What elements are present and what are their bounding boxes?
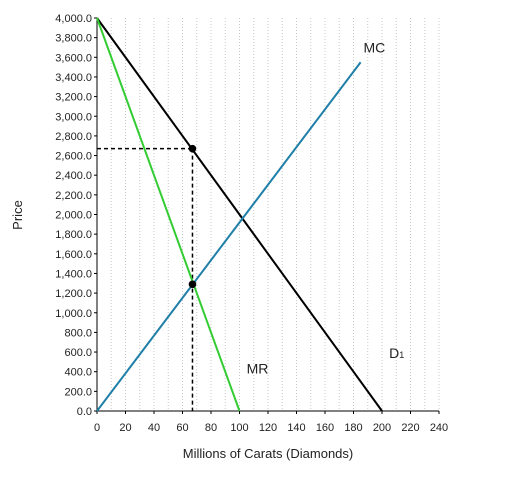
x-tick-label: 200 — [373, 422, 391, 434]
y-tick-label: 1,200.0 — [55, 288, 92, 300]
x-tick-label: 40 — [148, 422, 160, 434]
axes: 0.0 200.0 400.0 600.0 800.0 1,000.0 1,200.0 1,4… — [55, 13, 448, 434]
series-label-subscript: 1 — [399, 350, 404, 360]
series-label-d1: D1 — [389, 345, 404, 361]
y-tick-label: 3,000.0 — [55, 111, 92, 123]
y-tick-label: 1,600.0 — [55, 249, 92, 261]
y-tick-label: 400.0 — [64, 367, 92, 379]
y-tick-label: 0.0 — [77, 406, 92, 418]
y-tick-label: 800.0 — [64, 327, 92, 339]
guide-lines — [97, 147, 194, 411]
x-tick-label: 140 — [287, 422, 305, 434]
x-tick-label: 80 — [205, 422, 217, 434]
series-line-mr — [96, 17, 241, 412]
y-axis-title: Price — [10, 200, 25, 230]
y-tick-label: 2,800.0 — [55, 131, 92, 143]
x-tick-label: 240 — [430, 422, 448, 434]
y-tick-label: 2,600.0 — [55, 151, 92, 163]
markers — [188, 144, 197, 289]
x-tick-label: 180 — [344, 422, 362, 434]
series-line-mc — [96, 61, 362, 412]
series-label-mr: MR — [247, 361, 269, 377]
y-tick-label: 2,200.0 — [55, 190, 92, 202]
y-tick-label: 200.0 — [64, 386, 92, 398]
y-tick-label: 4,000.0 — [55, 13, 92, 25]
x-tick-label: 0 — [94, 422, 100, 434]
x-tick-label: 20 — [119, 422, 131, 434]
x-tick-label: 220 — [401, 422, 419, 434]
series-label-mc: MC — [363, 39, 385, 55]
y-tick-label: 3,200.0 — [55, 92, 92, 104]
y-tick-label: 1,400.0 — [55, 268, 92, 280]
y-tick-label: 1,000.0 — [55, 308, 92, 320]
y-tick-label: 2,000.0 — [55, 210, 92, 222]
x-tick-label: 160 — [316, 422, 334, 434]
y-tick-label: 600.0 — [64, 347, 92, 359]
y-tick-label: 3,400.0 — [55, 72, 92, 84]
x-tick-label: 120 — [259, 422, 277, 434]
grid — [110, 18, 440, 411]
labels: D1 MR MC — [247, 39, 405, 376]
y-tick-label: 3,800.0 — [55, 33, 92, 45]
y-tick-label: 3,600.0 — [55, 52, 92, 64]
series-line-d1 — [96, 17, 383, 412]
x-tick-label: 100 — [230, 422, 248, 434]
x-tick-label: 60 — [176, 422, 188, 434]
y-tick-label: 1,800.0 — [55, 229, 92, 241]
series — [96, 17, 383, 412]
data-point-marker — [188, 144, 197, 153]
data-point-marker — [188, 280, 197, 289]
x-axis-title: Millions of Carats (Diamonds) — [183, 446, 354, 461]
y-tick-label: 2,400.0 — [55, 170, 92, 182]
